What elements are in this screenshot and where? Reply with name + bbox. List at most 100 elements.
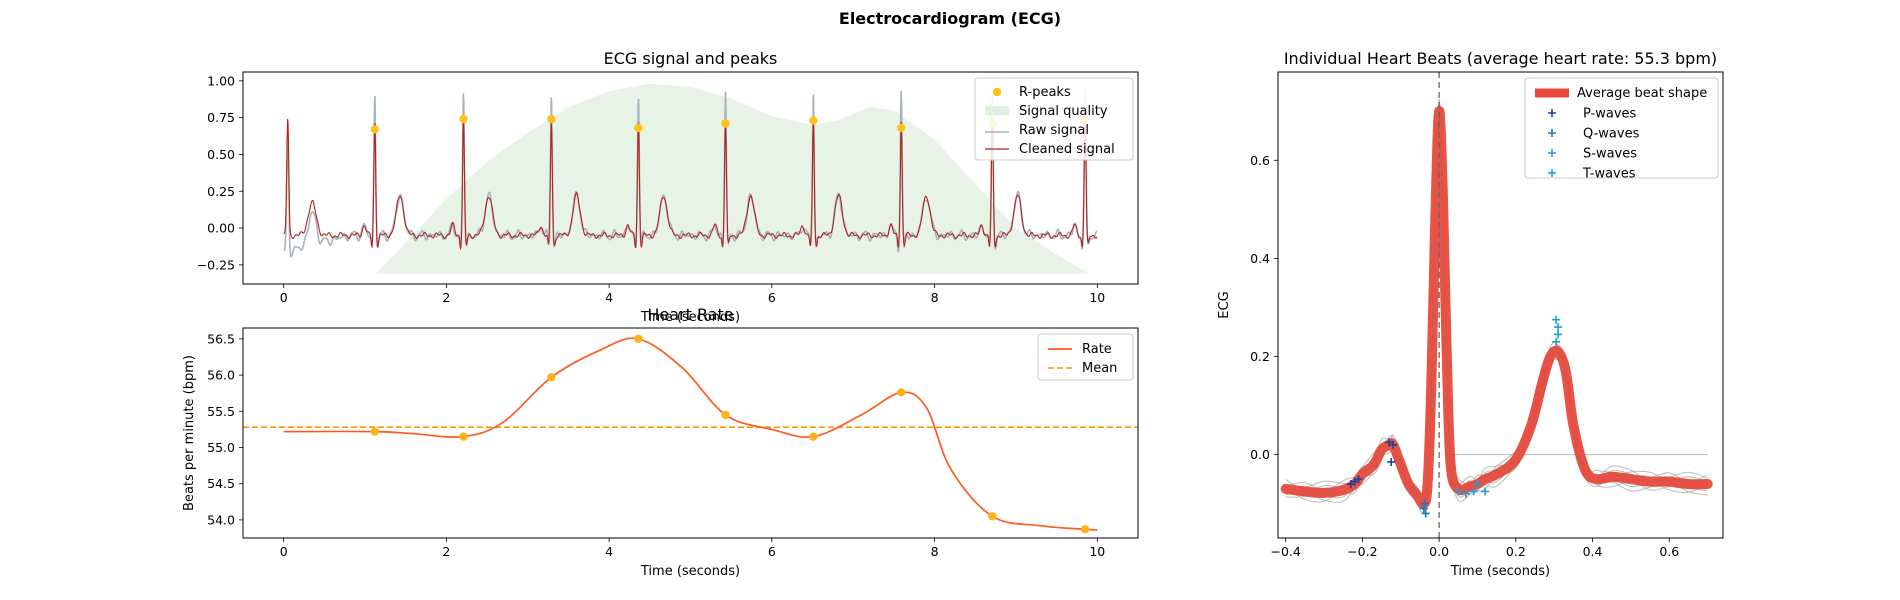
cleaned-signal-line <box>283 118 1098 251</box>
y-tick-label: 0.4 <box>1250 251 1270 266</box>
t-waves-marker <box>1552 315 1561 324</box>
x-tick-label: 0 <box>280 544 288 559</box>
individual-beat-line <box>1285 120 1708 512</box>
s-waves-marker <box>1461 489 1470 498</box>
r-peak-point <box>809 116 818 125</box>
legend-signal-quality-swatch <box>985 106 1009 115</box>
x-tick-label: 4 <box>605 544 613 559</box>
heart-rate-point <box>809 432 818 441</box>
legend-r-peaks-marker <box>992 87 1002 97</box>
p-waves-marker <box>1354 475 1363 484</box>
t-waves-marker <box>1552 337 1561 346</box>
average-beat-line <box>1280 106 1713 509</box>
y-axis-label: ECG <box>1217 291 1232 318</box>
x-axis-label: Time (seconds) <box>640 564 740 579</box>
y-tick-label: 54.5 <box>207 476 235 491</box>
plot-frame <box>1277 71 1724 539</box>
legend-label: Average beat shape <box>1577 86 1707 101</box>
heart-rate-point <box>547 373 556 382</box>
y-axis-label: Beats per minute (bpm) <box>182 355 197 511</box>
s-waves-marker <box>1481 487 1490 496</box>
p-waves-marker <box>1389 440 1398 449</box>
panel-title: Heart Rate <box>647 305 733 324</box>
y-tick-label: 56.0 <box>207 368 235 383</box>
x-tick-label: 10 <box>1089 544 1105 559</box>
r-peak-point <box>547 114 556 124</box>
y-tick-label: 0.50 <box>207 147 235 162</box>
heart-rate-point <box>897 388 906 397</box>
legend-label: Rate <box>1082 342 1112 357</box>
heart-rate-point <box>459 432 468 441</box>
legend-box <box>974 77 1134 161</box>
legend-label: Q-waves <box>1583 127 1640 142</box>
q-waves-marker <box>1420 499 1429 508</box>
y-tick-label: 55.0 <box>207 440 235 455</box>
x-tick-label: 0.0 <box>1429 544 1449 559</box>
x-axis-label: Time (seconds) <box>1450 564 1550 579</box>
x-tick-label: 10 <box>1089 290 1105 305</box>
x-tick-label: 4 <box>605 290 613 305</box>
y-tick-label: 55.5 <box>207 404 235 419</box>
x-tick-label: 0.4 <box>1583 544 1603 559</box>
y-tick-label: 56.5 <box>207 331 235 346</box>
heart-rate-point <box>634 334 643 344</box>
heart-rate-point <box>1080 525 1090 534</box>
legend-p-waves-marker <box>1548 109 1556 117</box>
y-tick-label: 0.6 <box>1250 153 1270 168</box>
panel-title: Individual Heart Beats (average heart ra… <box>1284 49 1717 68</box>
y-tick-label: 1.00 <box>207 73 235 88</box>
ecg-signal-panel: ECG signal and peaks 0 2 4 6 8 10 −0.25 0.00 0.25… <box>197 49 1139 325</box>
x-tick-label: 6 <box>768 544 776 559</box>
y-tick-label: 0.25 <box>207 184 235 199</box>
y-tick-label: 0.2 <box>1250 349 1270 364</box>
legend-label: S-waves <box>1583 147 1637 162</box>
legend-s-waves-marker <box>1548 149 1556 157</box>
legend-label: R-peaks <box>1019 85 1071 100</box>
x-tick-label: 0.6 <box>1659 544 1679 559</box>
y-tick-label: 0.0 <box>1250 447 1270 462</box>
y-tick-label: 0.75 <box>207 110 235 125</box>
r-peak-point <box>370 125 380 134</box>
r-peak-point <box>721 119 730 128</box>
x-tick-label: 8 <box>931 290 939 305</box>
legend-label: P-waves <box>1583 107 1637 122</box>
heart-beats-panel: Individual Heart Beats (average heart ra… <box>1217 49 1724 579</box>
plot-frame <box>242 71 1139 285</box>
legend-label: Mean <box>1082 361 1117 376</box>
x-tick-label: 0.2 <box>1506 544 1526 559</box>
heart-rate-point <box>721 410 730 420</box>
x-tick-label: 8 <box>931 544 939 559</box>
legend-label: Raw signal <box>1019 123 1089 138</box>
r-peak-point <box>634 123 643 133</box>
legend-label: Cleaned signal <box>1019 142 1115 157</box>
r-peak-point <box>897 123 906 133</box>
legend-q-waves-marker <box>1548 129 1556 137</box>
x-tick-label: −0.2 <box>1347 544 1377 559</box>
y-tick-label: −0.25 <box>197 257 235 272</box>
r-peak-point <box>459 114 468 124</box>
q-waves-marker <box>1421 509 1430 518</box>
t-waves-marker <box>1554 330 1563 339</box>
legend-t-waves-marker <box>1548 169 1556 177</box>
s-waves-marker <box>1454 487 1463 496</box>
heart-rate-point <box>370 427 380 436</box>
t-waves-marker <box>1554 323 1563 332</box>
p-waves-marker <box>1387 457 1396 466</box>
s-waves-marker <box>1469 487 1478 496</box>
x-tick-label: 6 <box>768 290 776 305</box>
figure-title: Electrocardiogram (ECG) <box>839 9 1061 28</box>
panel-title: ECG signal and peaks <box>604 49 778 68</box>
legend-label: T-waves <box>1582 167 1636 182</box>
x-tick-label: 2 <box>442 544 450 559</box>
heart-rate-panel: Heart Rate 0 2 4 6 8 10 54.0 54.5 55.0 55.5 56.0 56.… <box>182 305 1139 579</box>
heart-rate-point <box>988 512 997 521</box>
plot-frame <box>242 327 1139 539</box>
y-tick-label: 0.00 <box>207 221 235 236</box>
s-waves-marker <box>1473 480 1482 489</box>
legend-box <box>1524 77 1719 179</box>
legend-label: Signal quality <box>1019 104 1108 119</box>
x-axis-label: Time (seconds) <box>640 310 740 325</box>
y-tick-label: 54.0 <box>207 512 235 527</box>
x-tick-label: −0.4 <box>1270 544 1300 559</box>
